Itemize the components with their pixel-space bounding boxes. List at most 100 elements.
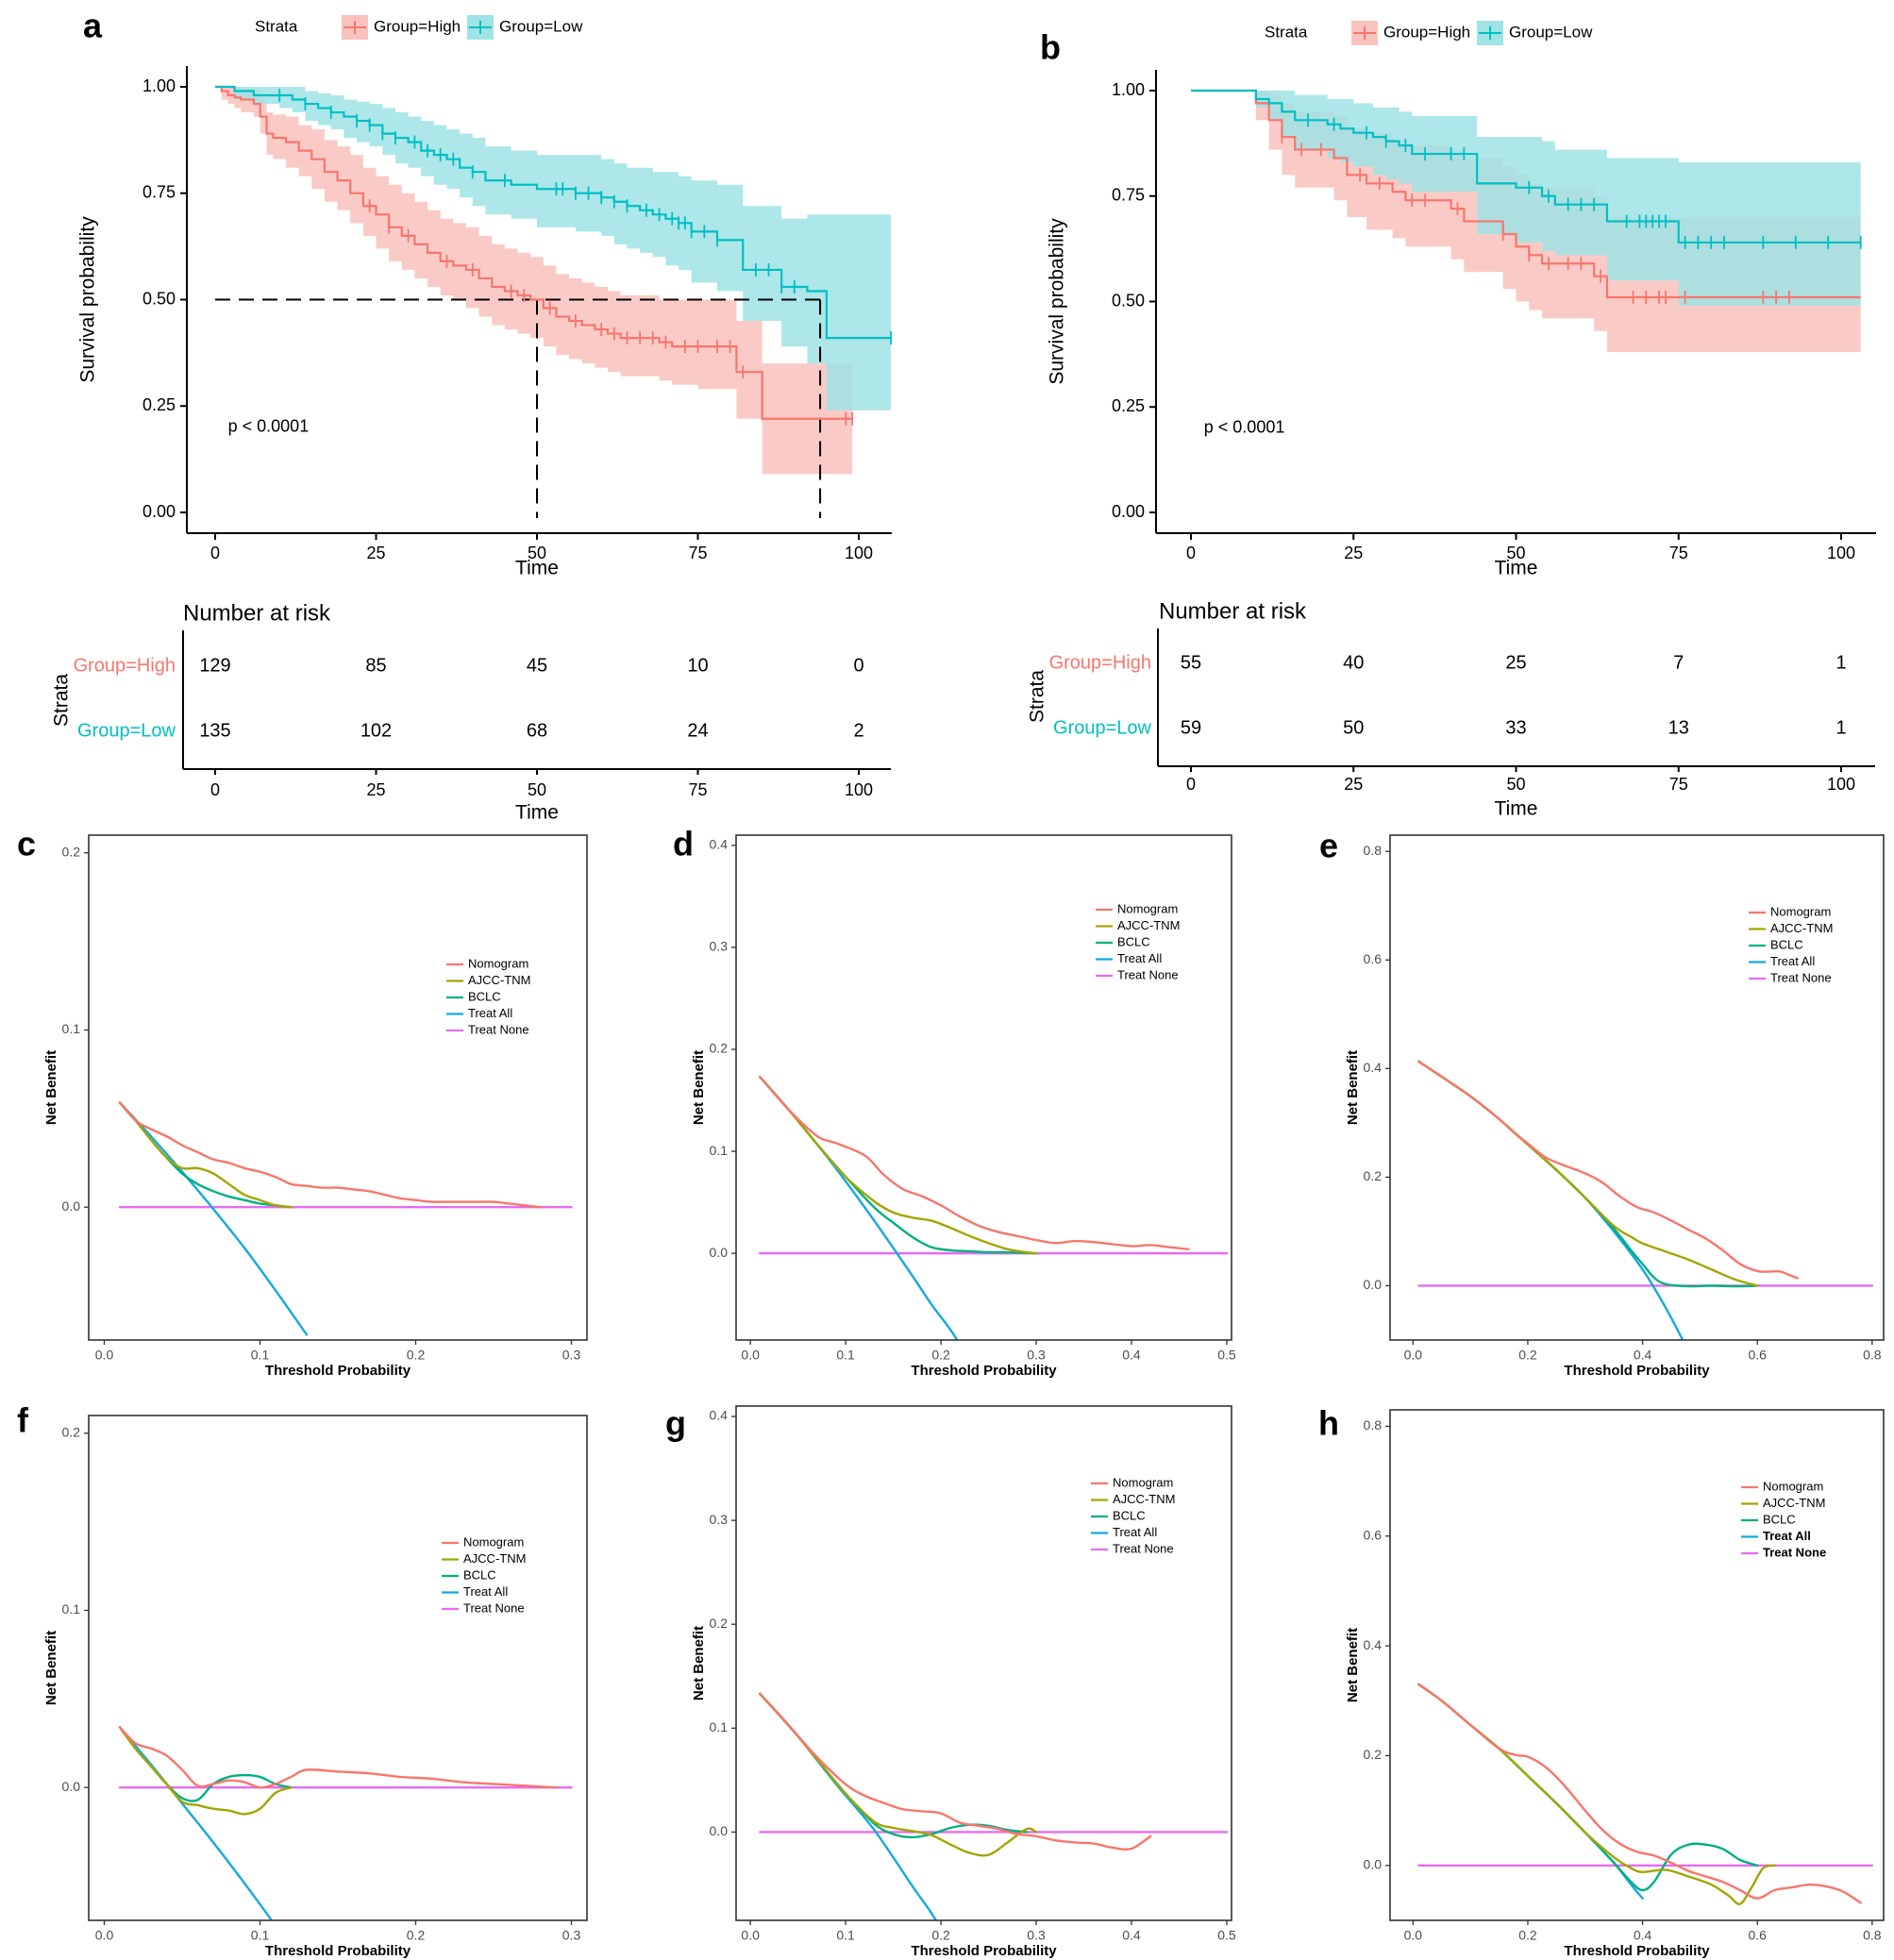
x-tick-label: 0.0 [741,1348,760,1363]
dca-panel-g: g 0.0 0.1 0.2 0.3 0.4 0.5 0.0 0.1 0.2 0.3 0.4 Thresh… [665,1404,1236,1959]
y-tick-label: 0.4 [710,837,729,852]
decision-curve-bclc [118,1726,293,1802]
x-tick-label: 0.4 [1122,1348,1141,1363]
x-tick-label: 0.3 [562,1928,581,1943]
risk-x-tick-label: 75 [1669,775,1688,794]
x-tick-label: 100 [845,544,873,562]
decision-curve-treat-all [759,1075,959,1340]
risk-count: 25 [1505,652,1526,673]
x-tick-label: 0.2 [931,1928,950,1943]
legend-label-treat-none: Treat None [1763,1545,1826,1559]
decision-curve-ajcc-tnm [118,1726,293,1816]
dca-panel-d: d 0.0 0.1 0.2 0.3 0.4 0.5 0.0 0.1 0.2 0.3 0.4 Thresh… [673,825,1236,1379]
decision-curve-bclc [1417,1683,1759,1892]
x-tick-label: 0.8 [1863,1348,1882,1363]
panel-letter-g: g [665,1404,686,1443]
risk-count: 45 [527,655,547,676]
risk-x-tick-label: 50 [1506,775,1525,794]
y-tick-label: 0.8 [1364,843,1383,858]
decision-curve-bclc [759,1075,1038,1255]
legend-label-bclc: BCLC [1117,934,1150,948]
y-axis-title: Net Benefit [43,1631,59,1705]
risk-table-title: Number at risk [183,600,331,626]
decision-curve-ajcc-tnm [118,1101,293,1209]
risk-x-axis-title: Time [515,802,559,824]
decision-curve-nomogram [1417,1683,1862,1904]
x-axis-title: Threshold Probability [265,1943,411,1959]
x-tick-label: 75 [1669,544,1688,562]
x-tick-label: 0.3 [1027,1348,1046,1363]
y-tick-label: 0.4 [1364,1637,1383,1652]
decision-curve-treat-all [759,1692,938,1920]
y-tick-label: 0.2 [62,1424,81,1439]
y-tick-label: 0.25 [142,395,176,414]
ci-band-group-low [1191,91,1861,306]
x-tick-label: 0.5 [1217,1348,1236,1363]
legend-label-nomogram: Nomogram [1113,1475,1173,1489]
curves [1417,1060,1874,1340]
x-axis-title: Threshold Probability [911,1363,1057,1379]
survival-curve-group-low [215,85,892,340]
x-tick-label: 100 [1827,544,1855,562]
legend-label-treat-all: Treat All [1117,951,1162,965]
legend-label-treat-all: Treat All [463,1584,508,1599]
y-tick-label: 0.2 [1364,1168,1383,1183]
y-tick-label: 1.00 [142,76,176,95]
risk-count: 55 [1181,652,1201,673]
decision-curve-treat-all [118,1726,274,1920]
y-tick-label: 0.50 [142,289,176,308]
x-tick-label: 0.1 [251,1348,270,1363]
legend-label-nomogram: Nomogram [1117,901,1178,915]
x-tick-label: 75 [688,544,707,562]
risk-count: 59 [1181,717,1201,738]
x-axis-title: Threshold Probability [265,1363,411,1379]
legend-label-treat-none: Treat None [1113,1541,1174,1555]
y-axis-title: Net Benefit [691,1626,707,1700]
legend-label-treat-none: Treat None [463,1600,525,1615]
dca-panel-h: h 0.0 0.2 0.4 0.6 0.8 0.0 0.2 0.4 0.6 0.8 Threshold… [1318,1404,1885,1959]
curves [1417,1683,1874,1905]
panel-letter-d: d [673,825,694,863]
legend-label-treat-none: Treat None [468,1022,529,1036]
risk-count: 13 [1668,717,1689,738]
risk-count: 7 [1673,652,1684,673]
x-tick-label: 0.6 [1748,1928,1767,1943]
x-tick-label: 50 [528,544,546,562]
y-tick-label: 0.1 [710,1143,729,1158]
y-tick-label: 0.8 [1364,1417,1383,1432]
x-tick-label: 0.1 [251,1928,270,1943]
x-tick-label: 0.2 [1518,1348,1537,1363]
ci-band-group-low [215,87,892,410]
x-tick-label: 0.3 [562,1348,581,1363]
y-tick-label: 0.2 [62,844,81,859]
y-tick-label: 0.25 [1112,396,1145,415]
legend-label-ajcc-tnm: AJCC-TNM [468,973,530,987]
y-tick-label: 0.6 [1364,1527,1383,1542]
risk-x-tick-label: 25 [1344,775,1363,794]
legend-label-group-high: Group=High [1383,23,1470,41]
y-tick-label: 0.0 [62,1198,81,1214]
legend-label-nomogram: Nomogram [468,956,528,970]
x-tick-label: 0.0 [95,1928,114,1943]
risk-count: 40 [1343,652,1364,673]
x-axis-title: Threshold Probability [1564,1943,1710,1959]
risk-count: 1 [1835,652,1846,673]
legend-label-treat-all: Treat All [1770,954,1815,968]
x-tick-label: 0.2 [407,1348,426,1363]
x-tick-label: 0.6 [1748,1348,1767,1363]
x-tick-label: 0.2 [407,1928,426,1943]
legend: Strata Group=High Group=Low [1265,21,1593,45]
risk-count: 102 [360,720,392,741]
curves [759,1692,1229,1920]
decision-curve-nomogram [118,1726,558,1789]
x-axis-title: Time [515,558,559,579]
decision-curve-ajcc-tnm [759,1692,1038,1857]
legend-label-ajcc-tnm: AJCC-TNM [1113,1492,1175,1506]
x-axis-title: Threshold Probability [911,1943,1057,1959]
